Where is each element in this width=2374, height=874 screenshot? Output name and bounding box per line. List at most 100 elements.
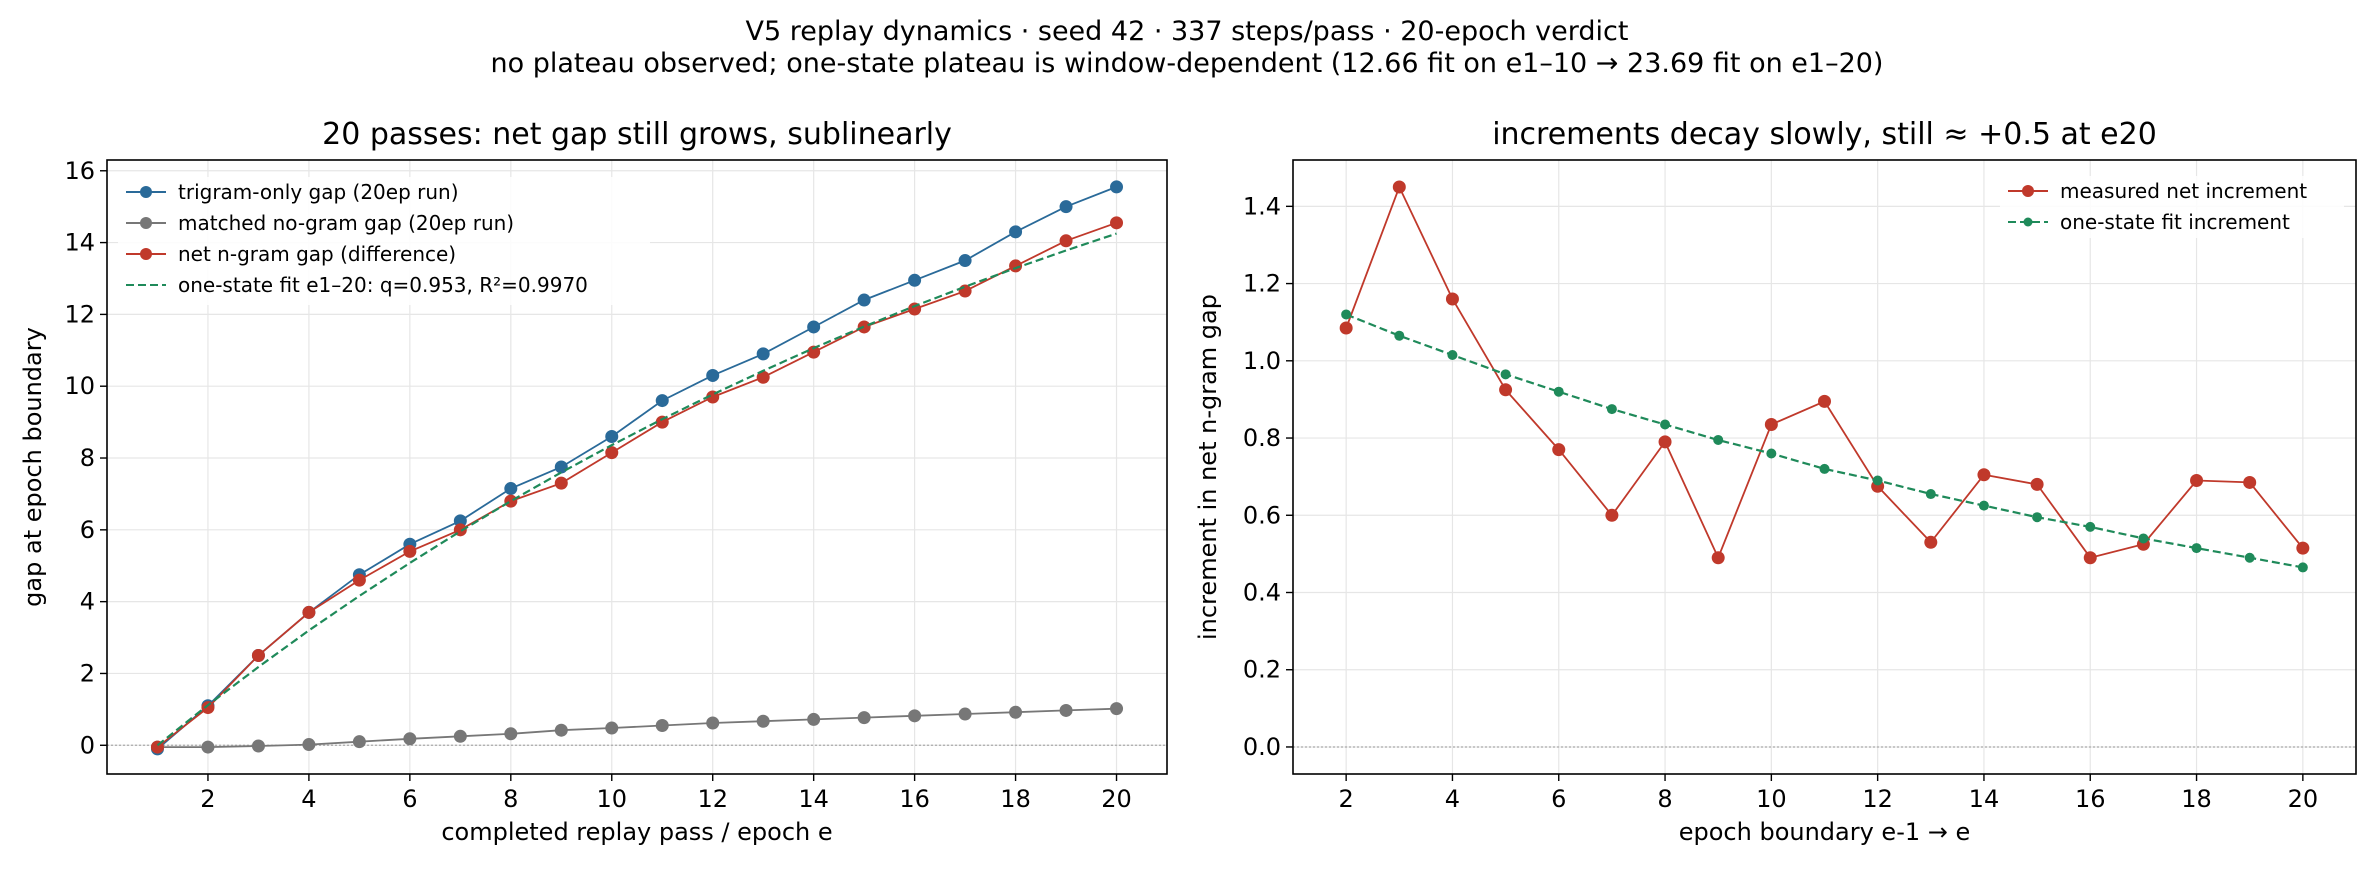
- data-point-s2-e10: [605, 446, 619, 460]
- data-point-s0-e5: [1499, 383, 1513, 397]
- data-point-s0-e8: [1658, 435, 1672, 449]
- x-tick-label: 6: [1551, 785, 1566, 813]
- x-tick-label: 14: [798, 785, 829, 813]
- legend-entry-label: one-state fit increment: [2060, 210, 2290, 234]
- y-tick-label: 0.8: [1243, 424, 1281, 452]
- data-point-s0-e16: [2083, 551, 2097, 565]
- legend-swatch-marker: [2022, 185, 2034, 197]
- data-point-s0-e8: [504, 482, 518, 496]
- data-point-s0-e13: [1924, 535, 1938, 549]
- series-line-0: [1345, 184, 2304, 560]
- data-point-s1-e8: [504, 727, 518, 741]
- x-tick-label: 6: [402, 785, 417, 813]
- suptitle-line-2: no plateau observed; one-state plateau i…: [491, 48, 1884, 79]
- data-point-s0-e15: [2030, 477, 2044, 491]
- data-point-s1-e6: [403, 732, 417, 746]
- data-point-s2-e6: [403, 544, 417, 558]
- x-tick-label: 8: [1657, 785, 1672, 813]
- x-tick-label: 20: [2288, 785, 2319, 813]
- y-tick-label: 2: [80, 659, 95, 687]
- chart-title: increments decay slowly, still ≈ +0.5 at…: [1492, 117, 2157, 152]
- data-point-s0-e4: [1445, 292, 1459, 306]
- data-point-s0-e15: [857, 293, 871, 307]
- y-axis-label: increment in net n-gram gap: [1194, 294, 1222, 640]
- y-tick-label: 0.4: [1243, 579, 1281, 607]
- y-tick-label: 14: [64, 229, 95, 257]
- data-point-s2-e11: [655, 415, 669, 429]
- data-point-s0-e10: [1764, 418, 1778, 432]
- data-point-s1-e16: [2085, 521, 2096, 532]
- data-point-s2-e3: [251, 649, 265, 663]
- legend-box: [118, 177, 650, 305]
- y-axis-label: gap at epoch boundary: [19, 327, 47, 607]
- data-point-s0-e13: [756, 347, 770, 361]
- x-tick-label: 16: [899, 785, 930, 813]
- data-point-s0-e7: [453, 514, 467, 528]
- data-point-s2-e13: [756, 370, 770, 384]
- y-tick-label: 12: [64, 300, 95, 328]
- y-tick-label: 0.6: [1243, 501, 1281, 529]
- data-point-s0-e11: [655, 394, 669, 408]
- y-tick-label: 6: [80, 516, 95, 544]
- x-tick-label: 8: [503, 785, 518, 813]
- data-point-s0-e9: [1711, 551, 1725, 565]
- data-point-s2-e4: [302, 605, 316, 619]
- legend-entry-label: trigram-only gap (20ep run): [178, 180, 459, 204]
- x-tick-label: 14: [1969, 785, 2000, 813]
- data-point-s2-e2: [201, 701, 215, 715]
- legend-entry-label: matched no-gram gap (20ep run): [178, 211, 514, 235]
- legend-entry-label: net n-gram gap (difference): [178, 242, 456, 266]
- x-tick-label: 18: [2181, 785, 2212, 813]
- data-point-s0-e3: [1392, 180, 1406, 194]
- data-point-s0-e18: [1009, 225, 1023, 239]
- y-tick-label: 0.0: [1243, 733, 1281, 761]
- data-point-s1-e7: [453, 729, 467, 743]
- legend-swatch-marker: [140, 217, 152, 229]
- x-tick-label: 2: [200, 785, 215, 813]
- data-point-s0-e14: [807, 320, 821, 334]
- y-tick-label: 0.2: [1243, 656, 1281, 684]
- data-point-s1-e13: [1925, 489, 1936, 500]
- data-point-s0-e19: [2243, 475, 2257, 489]
- x-axis-label: epoch boundary e-1 → e: [1679, 818, 1971, 846]
- y-tick-label: 8: [80, 444, 95, 472]
- data-point-s2-e17: [958, 284, 972, 298]
- data-point-s0-e2: [1339, 321, 1353, 335]
- data-point-s1-e18: [2191, 543, 2202, 554]
- data-point-s0-e14: [1977, 468, 1991, 482]
- data-point-s1-e12: [706, 716, 720, 730]
- data-point-s1-e7: [1606, 404, 1617, 415]
- data-point-s1-e3: [251, 739, 265, 753]
- data-point-s1-e5: [352, 735, 366, 749]
- legend-swatch-marker: [140, 248, 152, 260]
- data-point-s1-e9: [1713, 434, 1724, 445]
- legend-entry-label: one-state fit e1–20: q=0.953, R²=0.9970: [178, 273, 588, 297]
- data-point-s0-e9: [554, 460, 568, 474]
- data-point-s1-e14: [807, 712, 821, 726]
- y-tick-label: 10: [64, 372, 95, 400]
- data-point-s1-e3: [1394, 330, 1405, 341]
- x-tick-label: 18: [1000, 785, 1031, 813]
- data-point-s0-e20: [2296, 541, 2310, 555]
- legend: trigram-only gap (20ep run) matched no-gr…: [118, 177, 650, 305]
- data-point-s1-e11: [1819, 463, 1830, 474]
- data-point-s0-e10: [605, 429, 619, 443]
- data-point-s2-e8: [504, 494, 518, 508]
- y-tick-label: 16: [64, 157, 95, 185]
- data-point-s1-e11: [655, 719, 669, 733]
- data-point-s0-e17: [958, 254, 972, 268]
- data-point-s2-e14: [807, 345, 821, 359]
- data-point-s0-e18: [2190, 474, 2204, 488]
- plot-frame: [1292, 159, 2357, 775]
- data-point-s0-e12: [706, 368, 720, 382]
- data-point-s1-e19: [2244, 552, 2255, 563]
- data-point-s2-e9: [554, 476, 568, 490]
- data-point-s2-e20: [1110, 216, 1124, 230]
- x-tick-label: 4: [1445, 785, 1460, 813]
- data-point-s1-e10: [605, 721, 619, 735]
- data-point-s1-e20: [2297, 562, 2308, 573]
- series-line-3: [156, 232, 1117, 747]
- x-tick-label: 12: [697, 785, 728, 813]
- data-point-s1-e9: [554, 723, 568, 737]
- series-line-1: [157, 707, 1117, 748]
